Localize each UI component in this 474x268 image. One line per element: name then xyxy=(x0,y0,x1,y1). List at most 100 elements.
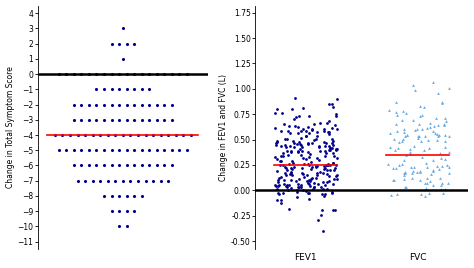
Point xyxy=(138,194,146,198)
Point xyxy=(327,148,334,153)
Point xyxy=(161,118,168,122)
Point xyxy=(402,111,410,115)
Point xyxy=(153,148,161,152)
Point xyxy=(313,129,320,134)
Point xyxy=(277,154,285,158)
Point xyxy=(127,178,134,183)
Point xyxy=(78,148,85,152)
Point xyxy=(287,149,295,153)
Point xyxy=(402,185,410,189)
Point xyxy=(300,162,308,166)
Point xyxy=(329,182,337,187)
Point xyxy=(92,148,100,152)
Point xyxy=(146,163,153,168)
Point xyxy=(303,179,310,183)
Point xyxy=(394,146,401,150)
Point xyxy=(322,151,330,156)
Point xyxy=(314,218,322,222)
Point xyxy=(324,162,331,167)
Point xyxy=(305,180,312,185)
Point xyxy=(123,87,130,91)
Point xyxy=(317,213,325,217)
Point xyxy=(325,130,332,135)
Point xyxy=(416,178,424,183)
Point xyxy=(100,72,108,76)
Point xyxy=(427,172,434,176)
Point xyxy=(421,133,429,138)
Point xyxy=(130,194,138,198)
Point xyxy=(273,143,280,148)
Point xyxy=(306,178,313,182)
Point xyxy=(108,163,115,168)
Point xyxy=(333,126,340,131)
Point xyxy=(277,159,284,163)
Point xyxy=(130,87,138,91)
Point xyxy=(426,191,433,195)
Point xyxy=(391,148,399,152)
Point xyxy=(146,118,153,122)
Point xyxy=(441,145,448,149)
Point xyxy=(438,101,446,105)
Point xyxy=(63,72,70,76)
Point xyxy=(403,132,411,137)
Point xyxy=(302,157,310,161)
Point xyxy=(333,147,340,151)
Point xyxy=(283,168,291,173)
Point xyxy=(283,149,291,153)
Point xyxy=(134,133,142,137)
Point xyxy=(418,155,426,160)
Point xyxy=(323,121,330,125)
Point xyxy=(119,26,127,31)
Point xyxy=(78,163,85,168)
Point xyxy=(391,177,398,182)
Point xyxy=(280,191,287,195)
Point xyxy=(423,165,431,169)
Point xyxy=(320,127,328,131)
Point xyxy=(308,141,316,145)
Point xyxy=(130,102,138,107)
Point xyxy=(273,198,281,202)
Point xyxy=(293,142,301,146)
Point xyxy=(287,178,294,182)
Point xyxy=(401,176,408,181)
Point xyxy=(108,102,115,107)
Point xyxy=(399,139,406,143)
Point xyxy=(292,178,300,183)
Point xyxy=(297,143,305,147)
Point xyxy=(421,193,428,198)
Point xyxy=(386,131,393,135)
Point xyxy=(279,154,286,158)
Point xyxy=(108,118,115,122)
Point xyxy=(424,181,431,185)
Point xyxy=(74,178,82,183)
Point xyxy=(271,111,278,115)
Point xyxy=(299,145,306,149)
Point xyxy=(78,118,85,122)
Point xyxy=(100,118,108,122)
Point xyxy=(119,178,127,183)
Point xyxy=(85,72,93,76)
Point xyxy=(279,163,286,167)
Point xyxy=(316,120,323,125)
Point xyxy=(326,163,334,167)
Point xyxy=(420,148,428,152)
Point xyxy=(278,110,286,115)
Point xyxy=(413,127,421,131)
Point xyxy=(432,116,440,120)
Point xyxy=(164,133,172,137)
Point xyxy=(287,171,294,175)
Point xyxy=(400,173,408,177)
Point xyxy=(272,141,280,146)
Point xyxy=(442,132,449,137)
Point xyxy=(437,156,445,161)
Point xyxy=(273,139,281,143)
Point xyxy=(392,100,400,105)
Point xyxy=(283,145,290,149)
Point xyxy=(331,208,338,212)
Point xyxy=(310,137,318,142)
Point xyxy=(415,136,422,140)
Point xyxy=(398,162,405,166)
Point xyxy=(435,133,443,137)
Point xyxy=(393,192,401,196)
Point xyxy=(302,134,310,138)
